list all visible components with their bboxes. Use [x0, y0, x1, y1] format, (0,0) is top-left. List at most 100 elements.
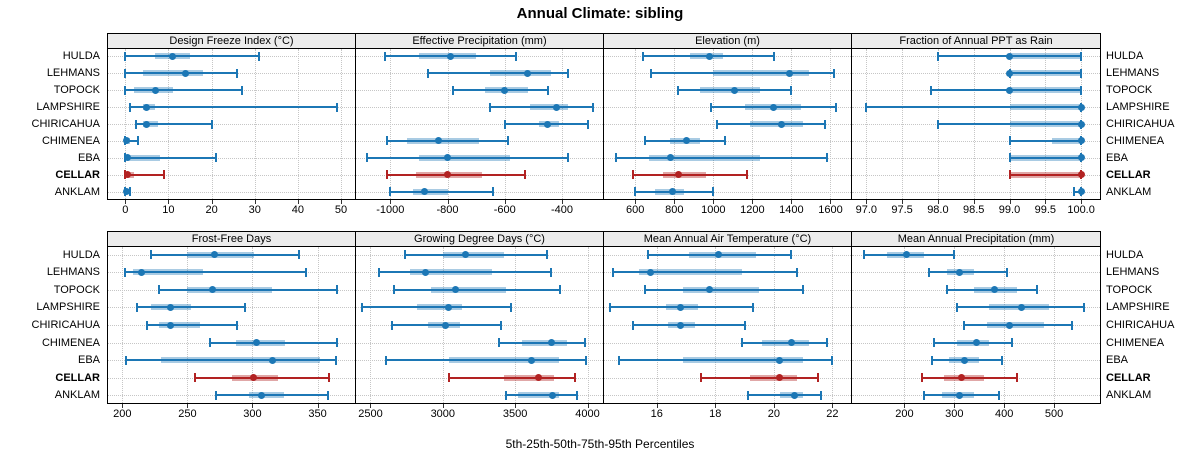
whisker-cap [124, 51, 127, 61]
median-dot [647, 268, 655, 276]
row-label-right: CHIMENEA [1106, 134, 1165, 147]
whisker-cap [1035, 285, 1038, 295]
whisker-cap [649, 68, 652, 78]
whisker-cap [933, 338, 936, 348]
x-tick [187, 404, 189, 408]
grid-line-h [852, 191, 1100, 193]
median-dot [252, 339, 260, 347]
iqr-band [713, 70, 809, 77]
whisker-cap [617, 355, 620, 365]
row-label-left: HULDA [62, 50, 100, 63]
x-tick-label: 97.5 [891, 204, 913, 216]
median-dot [903, 251, 911, 259]
x-tick [830, 200, 832, 204]
whisker-cap [835, 102, 838, 112]
whisker-cap [644, 285, 646, 295]
grid-line-h [852, 73, 1100, 75]
whisker-cap [752, 302, 755, 312]
row-label-right: HULDA [1106, 50, 1144, 63]
whisker-line [1009, 72, 1082, 75]
grid-line-h [108, 191, 355, 193]
whisker-cap [366, 153, 369, 163]
whisker-cap [772, 51, 775, 61]
whisker-line [427, 72, 568, 75]
iqr-band [161, 357, 321, 364]
x-tick [715, 404, 717, 408]
x-tick [791, 200, 793, 204]
row-label-left: LAMPSHIRE [36, 101, 100, 114]
whisker-cap [546, 85, 549, 95]
x-tick-label: -400 [550, 204, 573, 216]
median-dot [552, 103, 560, 111]
whisker-cap [573, 373, 576, 383]
panel-strip-title: Mean Annual Precipitation (mm) [851, 231, 1101, 247]
whisker-cap [677, 85, 680, 95]
iqr-band [530, 104, 568, 111]
row-label-right: EBA [1106, 151, 1129, 164]
whisker-cap [953, 250, 956, 260]
whisker-cap [746, 390, 749, 400]
row-label-right: ANKLAM [1106, 185, 1152, 198]
whisker-cap [1083, 302, 1086, 312]
whisker-cap [1080, 85, 1083, 95]
iqr-band [448, 357, 559, 364]
whisker-cap [816, 373, 819, 383]
median-dot [973, 339, 981, 347]
row-label-left: ANKLAM [54, 389, 100, 402]
whisker-line [125, 139, 139, 142]
median-dot [705, 286, 713, 294]
grid-line-h [108, 124, 355, 125]
x-tick-label: 18 [709, 408, 722, 420]
whisker-cap [710, 102, 713, 112]
median-dot [1018, 303, 1026, 311]
whisker-cap [509, 302, 512, 312]
percentiles-caption: 5th-25th-50th-75th-95th Percentiles [505, 437, 695, 451]
x-tick [447, 200, 449, 204]
whisker-cap [447, 373, 450, 383]
whisker-cap [716, 119, 719, 129]
median-dot [990, 286, 998, 294]
row-label-left: EBA [77, 354, 100, 367]
x-tick [317, 404, 319, 408]
median-dot [250, 374, 258, 382]
median-dot [258, 391, 266, 399]
x-tick-label: 20 [767, 408, 780, 420]
median-dot [123, 171, 131, 179]
whisker-line [645, 288, 804, 291]
x-tick-label: 500 [1044, 408, 1064, 420]
x-tick-label: 22 [826, 408, 839, 420]
iqr-band [418, 154, 511, 161]
whisker-line [379, 271, 552, 274]
x-tick-label: 0 [122, 204, 129, 216]
whisker-cap [833, 68, 836, 78]
x-tick [390, 200, 392, 204]
whisker-cap [506, 136, 509, 146]
iqr-band [986, 322, 1045, 328]
x-tick-label: 3000 [430, 408, 456, 420]
median-dot [211, 251, 219, 259]
whisker-line [158, 288, 338, 291]
whisker-cap [452, 85, 455, 95]
x-tick [937, 200, 939, 204]
iqr-band [1009, 171, 1082, 178]
x-tick [504, 200, 506, 204]
panel-strip-title: Elevation (m) [603, 33, 852, 49]
whisker-cap [210, 119, 213, 129]
x-tick-label: 1400 [779, 204, 804, 216]
panel-strip-title: Effective Precipitation (mm) [355, 33, 604, 49]
grid-line-h [852, 140, 1100, 142]
whisker-cap [930, 355, 933, 365]
whisker-cap [644, 136, 646, 146]
row-label-left: CELLAR [55, 371, 100, 384]
whisker-cap [611, 267, 614, 277]
whisker-line [393, 288, 561, 291]
iqr-band [490, 70, 551, 77]
whisker-cap [489, 102, 492, 112]
x-tick-label: 200 [113, 408, 132, 420]
median-dot [790, 391, 798, 399]
median-dot [785, 69, 793, 77]
whisker-line [136, 306, 245, 309]
median-dot [1006, 52, 1013, 60]
whisker-cap [1008, 153, 1011, 163]
